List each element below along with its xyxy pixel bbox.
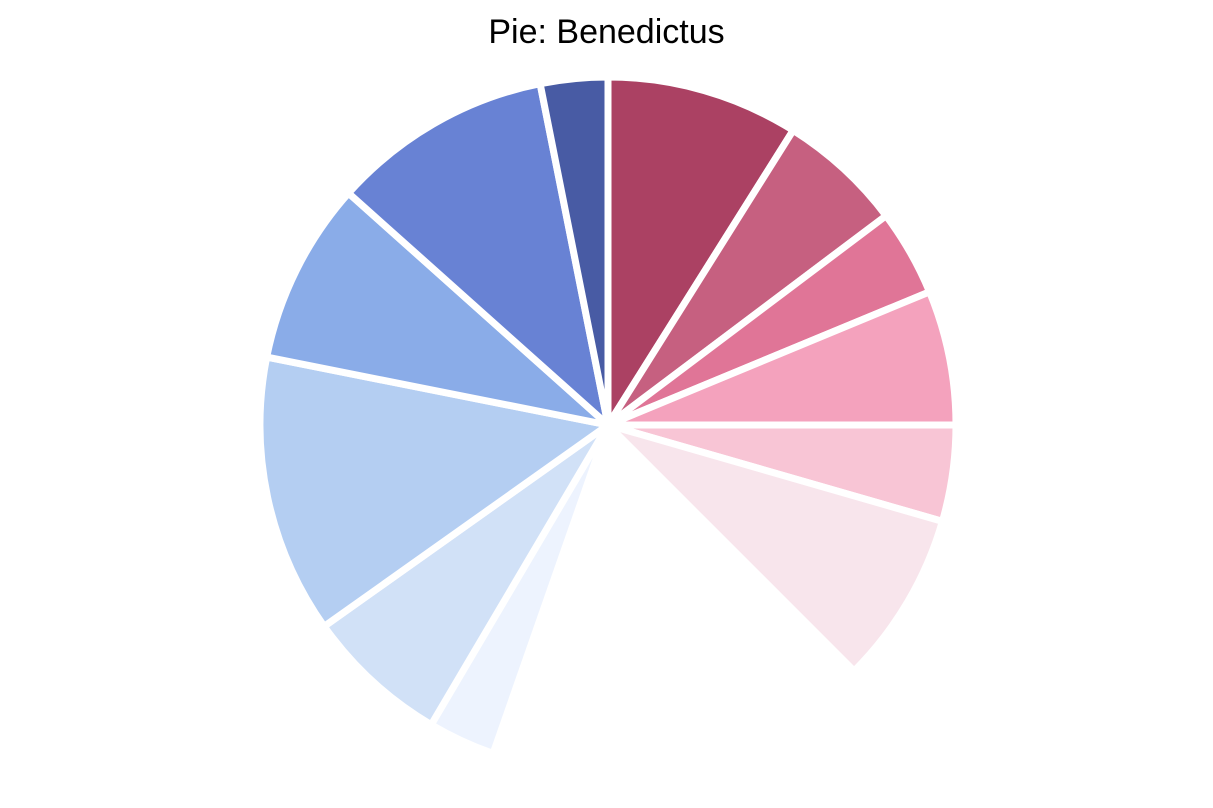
pie-slice-11 [263,189,612,429]
pie-slices [256,73,960,777]
pie-slice-7 [489,421,858,777]
pie-slice-13 [536,73,612,429]
pie-slice-12 [345,80,612,429]
pie-slice-10 [256,353,612,630]
pie-slice-1 [604,73,797,429]
pie-slice-9 [320,421,612,729]
pie-slice-6 [604,421,946,675]
chart-title: Pie: Benedictus [488,13,725,51]
